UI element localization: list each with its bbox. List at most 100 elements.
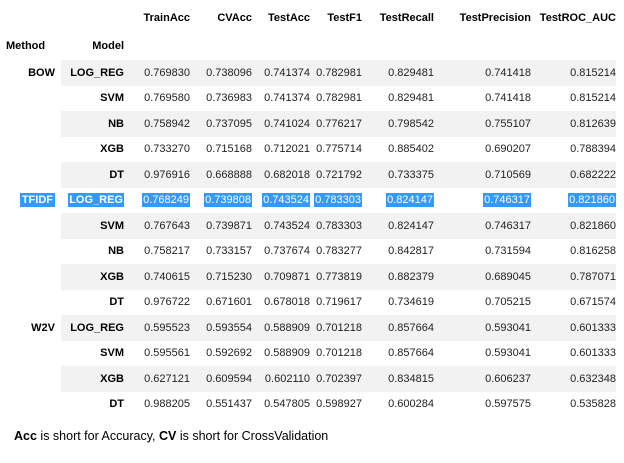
cell-value: 0.782981 (316, 92, 362, 105)
cell-value: 0.734619 (388, 296, 434, 309)
cell-testf1: 0.701218 (310, 315, 362, 341)
cell-testroc-auc: 0.815214 (531, 60, 616, 86)
row-model-label: DT (61, 162, 128, 188)
cell-testrecall: 0.733375 (362, 162, 434, 188)
cell-testacc: 0.741024 (252, 111, 310, 137)
cell-value: 0.588909 (264, 347, 310, 360)
cell-testf1: 0.783277 (310, 239, 362, 265)
row-model-text: XGB (100, 372, 124, 385)
cell-testprecision: 0.741418 (434, 60, 531, 86)
cell-testprecision: 0.593041 (434, 341, 531, 367)
row-method-label (6, 264, 61, 290)
cell-value: 0.737095 (206, 117, 252, 130)
row-method-label (6, 136, 61, 162)
row-method-label: BOW (6, 60, 61, 86)
cell-value: 0.593041 (485, 347, 531, 360)
table-row: BOW LOG_REG 0.769830 0.738096 0.741374 0.7829… (6, 60, 616, 86)
row-method-text: W2V (31, 321, 55, 334)
cell-value: 0.824147 (388, 219, 434, 232)
table-row: SVM 0.769580 0.736983 0.741374 0.782981 0.829… (6, 85, 616, 112)
cell-testf1: 0.701218 (310, 341, 362, 367)
cell-testf1: 0.783303 (310, 213, 362, 239)
table-row: XGB 0.740615 0.715230 0.709871 0.773819 0.882… (6, 264, 616, 290)
cell-cvacc: 0.738096 (190, 60, 252, 86)
row-model-label: DT (61, 290, 128, 316)
cell-testrecall: 0.882379 (362, 264, 434, 290)
cell-testacc: 0.682018 (252, 162, 310, 188)
cell-value: 0.598927 (316, 398, 362, 411)
cell-value: 0.737674 (264, 245, 310, 258)
cell-trainacc: 0.740615 (128, 264, 190, 290)
row-model-text: LOG_REG (70, 66, 124, 79)
cell-cvacc: 0.592692 (190, 341, 252, 367)
row-method-label (6, 111, 61, 137)
cell-value: 0.597575 (485, 398, 531, 411)
cell-testprecision: 0.689045 (434, 264, 531, 290)
cell-value: 0.682222 (570, 168, 616, 181)
row-model-label: LOG_REG (61, 315, 128, 341)
row-model-text: DT (109, 296, 124, 309)
cell-testacc: 0.588909 (252, 341, 310, 367)
table-row: TFIDF LOG_REG 0.768249 0.739808 0.743524 0.78… (6, 187, 616, 214)
cell-value: 0.671574 (570, 296, 616, 309)
cell-value: 0.719617 (316, 296, 362, 309)
cell-trainacc: 0.769580 (128, 86, 190, 112)
cell-value: 0.721792 (316, 168, 362, 181)
table-row: NB 0.758217 0.733157 0.737674 0.783277 0.8428… (6, 238, 616, 265)
cell-trainacc: 0.767643 (128, 213, 190, 239)
row-model-text: LOG_REG (70, 321, 124, 334)
cell-value: 0.776217 (316, 117, 362, 130)
cell-trainacc: 0.769830 (128, 60, 190, 86)
cell-trainacc: 0.976916 (128, 162, 190, 188)
cell-trainacc: 0.988205 (128, 392, 190, 418)
table-row: W2V LOG_REG 0.595523 0.593554 0.588909 0.7012… (6, 315, 616, 341)
cell-value: 0.885402 (388, 143, 434, 156)
cell-value: 0.678018 (264, 296, 310, 309)
column-header-testf1: TestF1 (327, 12, 362, 24)
footnote-cv-text: is short for CrossValidation (176, 429, 329, 443)
row-model-label: XGB (61, 264, 128, 290)
table-row: DT 0.976722 0.671601 0.678018 0.719617 0.7346… (6, 289, 616, 316)
row-model-label: XGB (61, 366, 128, 392)
row-model-text: NB (108, 245, 124, 258)
cell-value: 0.547805 (264, 398, 310, 411)
cell-value: 0.769580 (144, 92, 190, 105)
cell-testroc-auc: 0.682222 (531, 162, 616, 188)
cell-value: 0.816258 (570, 245, 616, 258)
row-model-label: LOG_REG (61, 60, 128, 86)
row-model-text: XGB (100, 270, 124, 283)
column-header-trainacc: TrainAcc (143, 12, 190, 24)
cell-trainacc: 0.768249 (128, 188, 190, 214)
cell-value: 0.601333 (570, 347, 616, 360)
cell-testroc-auc: 0.535828 (531, 392, 616, 418)
cell-value: 0.739871 (206, 219, 252, 232)
cell-testf1: 0.775714 (310, 137, 362, 163)
corner-cell (6, 4, 61, 32)
cell-value: 0.743524 (262, 193, 310, 208)
cell-value: 0.731594 (485, 245, 531, 258)
row-model-text: LOG_REG (68, 193, 124, 208)
cell-value: 0.741418 (485, 92, 531, 105)
cell-testf1: 0.783303 (310, 188, 362, 214)
row-model-text: SVM (100, 347, 124, 360)
cell-value: 0.602110 (264, 372, 310, 385)
row-model-label: SVM (61, 341, 128, 367)
row-method-label (6, 340, 61, 366)
cell-value: 0.741374 (264, 92, 310, 105)
cell-value: 0.741418 (485, 66, 531, 79)
cell-cvacc: 0.737095 (190, 111, 252, 137)
row-method-text: TFIDF (19, 193, 55, 208)
cell-testprecision: 0.755107 (434, 111, 531, 137)
footnote: Acc is short for Accuracy, CV is short f… (14, 429, 328, 443)
column-header-row: TrainAcc CVAcc TestAcc TestF1 TestRecall… (6, 4, 616, 32)
row-model-text: XGB (100, 143, 124, 156)
cell-testrecall: 0.824147 (362, 188, 434, 214)
cell-value: 0.758942 (144, 117, 190, 130)
cell-value: 0.739808 (204, 193, 252, 208)
cell-value: 0.600284 (388, 398, 434, 411)
results-table: TrainAcc CVAcc TestAcc TestF1 TestRecall… (6, 4, 616, 417)
table-row: SVM 0.767643 0.739871 0.743524 0.783303 0.824… (6, 213, 616, 239)
cell-value: 0.715230 (206, 270, 252, 283)
row-model-text: DT (109, 168, 124, 181)
